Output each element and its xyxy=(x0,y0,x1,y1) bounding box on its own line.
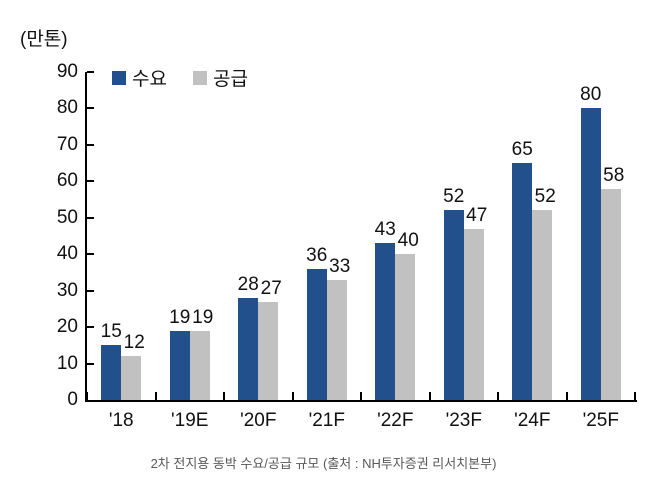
legend-label-demand: 수요 xyxy=(132,69,167,90)
bar-supply xyxy=(121,356,142,400)
y-tick-label: 40 xyxy=(56,243,78,265)
x-tick xyxy=(565,392,568,400)
value-label-supply: 40 xyxy=(397,230,419,252)
value-label-supply: 33 xyxy=(329,255,351,277)
y-tick xyxy=(87,180,94,183)
bar-demand xyxy=(512,163,533,400)
x-tick xyxy=(497,392,499,400)
bar-supply xyxy=(532,210,553,400)
value-label-demand: 15 xyxy=(100,321,122,343)
bar-demand xyxy=(580,108,601,400)
y-tick-label: 20 xyxy=(56,316,78,338)
x-category-label: '20F xyxy=(240,410,277,431)
y-tick xyxy=(87,289,94,292)
y-tick-label: 80 xyxy=(56,97,78,119)
value-label-demand: 36 xyxy=(306,244,328,266)
y-tick xyxy=(87,362,94,365)
value-label-supply: 27 xyxy=(260,277,282,299)
y-tick xyxy=(87,143,94,146)
value-label-demand: 52 xyxy=(443,186,465,208)
bar-supply xyxy=(326,279,347,400)
x-tick xyxy=(291,392,294,400)
bar-demand xyxy=(375,243,396,400)
x-tick xyxy=(223,392,225,400)
value-label-demand: 80 xyxy=(580,84,602,106)
value-label-demand: 28 xyxy=(237,273,259,295)
value-label-supply: 12 xyxy=(123,332,145,354)
y-tick-label: 0 xyxy=(67,389,78,410)
x-category-label: '24F xyxy=(514,410,551,431)
y-tick-label: 60 xyxy=(56,170,78,192)
x-category-label: '25F xyxy=(582,410,619,431)
legend-item-demand: 수요 xyxy=(112,64,167,91)
bar-supply xyxy=(189,330,210,400)
y-axis-line xyxy=(85,72,87,402)
bar-supply xyxy=(600,188,621,400)
x-category-label: '19E xyxy=(171,410,209,431)
value-label-supply: 19 xyxy=(192,306,214,328)
bar-demand xyxy=(101,345,122,400)
y-tick xyxy=(87,253,94,256)
chart-caption: 2차 전지용 동박 수요/공급 규모 (출처 : NH투자증권 리서치본부) xyxy=(150,456,497,471)
y-tick xyxy=(87,326,94,329)
x-tick xyxy=(634,392,636,400)
value-label-demand: 65 xyxy=(511,139,533,161)
bar-demand xyxy=(306,268,327,400)
x-axis-line xyxy=(85,400,637,402)
y-tick-label: 90 xyxy=(56,61,78,82)
bar-demand xyxy=(443,210,464,400)
y-tick-label: 10 xyxy=(56,352,78,374)
y-tick xyxy=(87,71,94,73)
y-tick xyxy=(87,107,94,110)
x-category-label: '23F xyxy=(445,410,482,431)
bar-supply xyxy=(258,301,279,400)
value-label-demand: 19 xyxy=(169,306,191,328)
x-tick xyxy=(360,392,362,400)
demand-swatch xyxy=(112,70,126,85)
bar-demand xyxy=(169,330,190,400)
value-label-supply: 47 xyxy=(466,204,488,226)
legend: 수요 공급 xyxy=(112,64,248,91)
x-category-label: '22F xyxy=(377,410,414,431)
y-axis-unit-label: (만톤) xyxy=(20,29,68,50)
x-tick xyxy=(154,392,157,400)
y-tick-label: 50 xyxy=(56,206,78,228)
y-tick xyxy=(87,216,94,219)
supply-swatch xyxy=(192,70,207,85)
x-tick xyxy=(86,392,88,400)
bar-supply xyxy=(395,254,416,400)
y-tick-label: 30 xyxy=(56,279,78,301)
y-tick-label: 70 xyxy=(56,133,78,155)
value-label-supply: 58 xyxy=(603,164,625,186)
x-category-label: '21F xyxy=(308,410,345,431)
legend-item-supply: 공급 xyxy=(192,64,248,91)
x-category-label: '18 xyxy=(108,410,134,431)
legend-label-supply: 공급 xyxy=(212,69,248,90)
value-label-supply: 52 xyxy=(534,186,556,208)
bar-supply xyxy=(463,228,484,400)
value-label-demand: 43 xyxy=(374,219,396,241)
x-tick xyxy=(428,392,431,400)
bar-demand xyxy=(238,297,259,400)
